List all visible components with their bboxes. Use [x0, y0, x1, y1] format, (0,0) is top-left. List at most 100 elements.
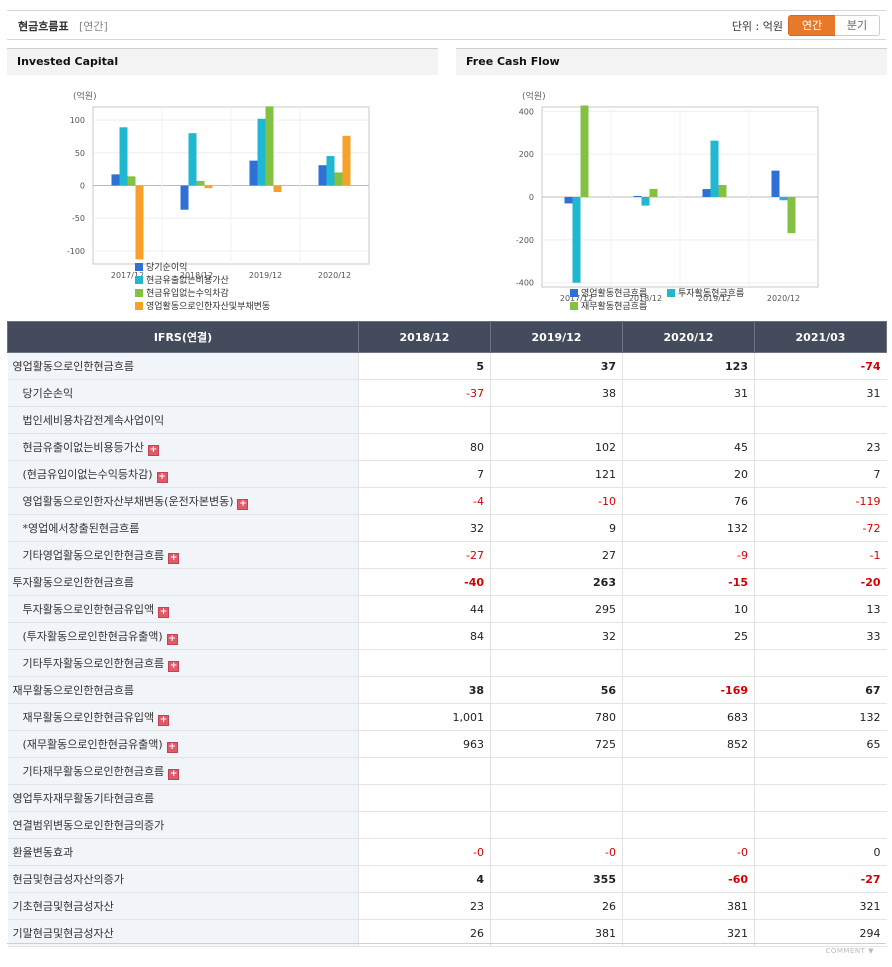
- row-label[interactable]: 기타재무활동으로인한현금흐름 +: [7, 757, 359, 785]
- x-tick-label: 2017/12: [111, 271, 144, 280]
- value-cell: 725: [490, 730, 623, 758]
- value-cell: 31: [622, 379, 755, 407]
- row-label[interactable]: (투자활동으로인한현금유출액) +: [7, 622, 359, 650]
- row-label[interactable]: 기타투자활동으로인한현금흐름 +: [7, 649, 359, 677]
- row-label-text: *영업에서창출된현금흐름: [22, 522, 140, 535]
- expand-plus-icon[interactable]: +: [158, 714, 170, 726]
- value-cell: 263: [490, 568, 623, 596]
- value-cell: -74: [754, 352, 887, 380]
- free-cash-flow-title: Free Cash Flow: [456, 48, 887, 75]
- value-cell: 26: [490, 892, 623, 920]
- comment-toggle[interactable]: COMMENT ▼: [825, 947, 874, 955]
- legend-swatch: [135, 289, 143, 297]
- value-cell: [358, 757, 491, 785]
- bar: [249, 160, 258, 186]
- value-cell: 23: [754, 433, 887, 461]
- table-row: 재무활동으로인한현금유입액 +1,001 780 683 132: [7, 703, 887, 731]
- value-cell: [358, 649, 491, 677]
- invested-capital-panel: Invested Capital (억원) 100 50 0 -50 -100 2017/1…: [7, 48, 438, 316]
- value-cell: 33: [754, 622, 887, 650]
- value-cell: [754, 406, 887, 434]
- table-row: 당기순손익 -37 38 31 31: [7, 379, 887, 407]
- table-row: 재무활동으로인한현금흐름 38 56 -169 67: [7, 676, 887, 704]
- x-tick-label: 2020/12: [767, 294, 800, 303]
- value-cell: 381: [622, 892, 755, 920]
- x-tick-label: 2019/12: [249, 271, 282, 280]
- value-cell: 27: [490, 541, 623, 569]
- value-cell: 780: [490, 703, 623, 731]
- free-cash-flow-panel: Free Cash Flow (억원) 400 200 0 -200 -400 2017/1…: [456, 48, 887, 316]
- value-cell: [490, 811, 623, 839]
- value-cell: [490, 406, 623, 434]
- bar: [127, 176, 136, 186]
- value-cell: [622, 811, 755, 839]
- row-label-text: (재무활동으로인한현금유출액): [22, 737, 163, 751]
- bar: [710, 140, 719, 197]
- value-cell: 23: [358, 892, 491, 920]
- value-cell: 123: [622, 352, 755, 380]
- legend-label: 현금유입없는수익차감: [146, 287, 229, 299]
- row-label: 현금및현금성자산의증가: [7, 865, 359, 893]
- row-label[interactable]: 현금유출이없는비용등가산 +: [7, 433, 359, 461]
- expand-plus-icon[interactable]: +: [166, 633, 178, 645]
- legend-label: 영업활동으로인한자산및부채변동: [146, 300, 270, 312]
- bar: [787, 197, 796, 234]
- value-cell: -9: [622, 541, 755, 569]
- bar: [111, 174, 120, 186]
- y-tick-label: 100: [70, 116, 85, 125]
- row-label[interactable]: (재무활동으로인한현금유출액) +: [7, 730, 359, 758]
- row-label[interactable]: 영업활동으로인한자산부채변동(운전자본변동) +: [7, 487, 359, 515]
- bar: [196, 180, 205, 186]
- expand-plus-icon[interactable]: +: [168, 660, 180, 672]
- table-row: *영업에서창출된현금흐름 32 9 132 -72: [7, 514, 887, 542]
- row-label[interactable]: 투자활동으로인한현금유입액 +: [7, 595, 359, 623]
- value-cell: 294: [754, 919, 887, 947]
- bar: [265, 106, 274, 186]
- value-cell: 683: [622, 703, 755, 731]
- value-cell: [622, 406, 755, 434]
- row-label: *영업에서창출된현금흐름: [7, 514, 359, 542]
- table-row: 기타투자활동으로인한현금흐름 +: [7, 649, 887, 677]
- table-footer: COMMENT ▼: [7, 943, 886, 960]
- y-tick-label: -100: [67, 247, 85, 256]
- value-cell: 26: [358, 919, 491, 947]
- value-cell: 65: [754, 730, 887, 758]
- value-cell: 9: [490, 514, 623, 542]
- unit-label: 단위 : 억원: [731, 20, 783, 33]
- row-label-text: 영업투자재무활동기타현금흐름: [12, 792, 155, 805]
- expand-plus-icon[interactable]: +: [166, 741, 178, 753]
- tab-quarter[interactable]: 분기: [835, 15, 880, 36]
- expand-plus-icon[interactable]: +: [147, 444, 159, 456]
- value-cell: [754, 649, 887, 677]
- y-axis-label: (억원): [522, 90, 546, 102]
- row-label: 당기순손익: [7, 379, 359, 407]
- row-label[interactable]: (현금유입이없는수익등차감) +: [7, 460, 359, 488]
- expand-plus-icon[interactable]: +: [158, 606, 170, 618]
- table-row: 현금유출이없는비용등가산 +80 102 45 23: [7, 433, 887, 461]
- value-cell: -37: [358, 379, 491, 407]
- bar: [119, 127, 128, 186]
- table-row: 환율변동효과 -0 -0 -0 0: [7, 838, 887, 866]
- expand-plus-icon[interactable]: +: [168, 552, 180, 564]
- bar: [318, 165, 327, 186]
- value-cell: -15: [622, 568, 755, 596]
- legend-label: 재무활동현금흐름: [581, 300, 647, 312]
- value-cell: 132: [622, 514, 755, 542]
- expand-plus-icon[interactable]: +: [237, 498, 249, 510]
- row-label[interactable]: 기타영업활동으로인한현금흐름 +: [7, 541, 359, 569]
- y-tick-label: -200: [516, 236, 534, 245]
- row-label[interactable]: 재무활동으로인한현금유입액 +: [7, 703, 359, 731]
- legend-swatch: [667, 289, 675, 297]
- legend-label: 영업활동현금흐름: [581, 287, 647, 299]
- expand-plus-icon[interactable]: +: [168, 768, 180, 780]
- value-cell: 84: [358, 622, 491, 650]
- value-cell: 102: [490, 433, 623, 461]
- expand-plus-icon[interactable]: +: [156, 471, 168, 483]
- row-label-text: 투자활동으로인한현금흐름: [12, 576, 134, 589]
- value-cell: -27: [754, 865, 887, 893]
- bar: [188, 133, 197, 186]
- bar: [649, 188, 658, 197]
- legend-label: 당기순이익: [146, 261, 187, 273]
- tab-annual[interactable]: 연간: [788, 15, 836, 36]
- value-cell: 80: [358, 433, 491, 461]
